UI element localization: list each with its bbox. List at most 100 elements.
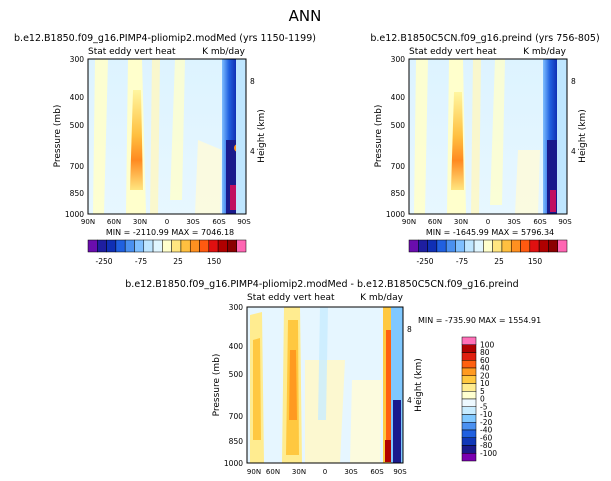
colorbar-swatch — [171, 239, 182, 253]
panel-3-plot — [246, 306, 404, 464]
panel-3-units: K mb/day — [360, 293, 404, 303]
panel-2-colorbar — [408, 239, 568, 253]
colorbar-swatch — [124, 239, 135, 253]
y-tick-label: 500 — [229, 370, 244, 379]
panel-2-units: K mb/day — [523, 47, 567, 57]
colorbar-label: -75 — [135, 257, 147, 266]
colorbar-swatch — [134, 239, 145, 253]
colorbar-label: 100 — [480, 340, 495, 349]
y-tick-label: 700 — [229, 412, 244, 421]
y-tick-label: 500 — [391, 121, 406, 130]
colorbar-swatch — [510, 239, 521, 253]
colorbar-swatch — [180, 239, 191, 253]
colorbar-swatch — [461, 352, 477, 361]
colorbar-swatch — [461, 398, 477, 407]
y-tick-label: 300 — [229, 303, 244, 312]
right-tick-label: 8 — [571, 77, 576, 86]
panel-2-y-axis: 300 400 500 700 850 1000 — [386, 55, 405, 219]
colorbar-swatch — [461, 375, 477, 384]
x-tick-label: 90S — [558, 218, 572, 226]
colorbar-label: -75 — [456, 257, 468, 266]
right-tick-label: 4 — [407, 396, 412, 405]
y-tick-label: 1000 — [224, 459, 243, 468]
y-tick-label: 400 — [229, 342, 244, 351]
y-tick-label: 400 — [70, 93, 85, 102]
colorbar-label: -250 — [416, 257, 433, 266]
colorbar-swatch — [461, 453, 477, 462]
colorbar-swatch — [106, 239, 117, 253]
colorbar-label: -5 — [480, 402, 488, 411]
x-tick-label: 60S — [533, 218, 547, 226]
colorbar-swatch — [461, 367, 477, 376]
panel-1-x-axis: 90N 60N 30N 0 30S 60S 90S — [81, 218, 251, 226]
colorbar-swatch — [455, 239, 466, 253]
x-tick-label: 90N — [402, 218, 416, 226]
panel-1-title: b.e12.B1850.f09_g16.PIMP4-pliomip2.modMe… — [14, 33, 316, 44]
panel-3-right-axis-label: Height (km) — [414, 358, 424, 412]
colorbar-swatch — [473, 239, 484, 253]
colorbar-label: -60 — [480, 433, 492, 442]
colorbar-swatch — [461, 414, 477, 423]
panel-3-x-axis: 90N 60N 30N 0 30S 60S 90S — [247, 468, 407, 476]
panel-3-title: b.e12.B1850.f09_g16.PIMP4-pliomip2.modMe… — [125, 279, 518, 290]
y-tick-label: 700 — [391, 162, 406, 171]
colorbar-label: 5 — [480, 387, 485, 396]
panel-3: b.e12.B1850.f09_g16.PIMP4-pliomip2.modMe… — [125, 279, 541, 476]
x-tick-label: 90S — [393, 468, 407, 476]
panel-1-colorbar-labels: -250 -75 25 150 — [95, 257, 221, 266]
right-tick-label: 4 — [571, 147, 576, 156]
colorbar-swatch — [461, 336, 477, 345]
colorbar-label: -80 — [480, 441, 492, 450]
panel-2: b.e12.B1850C5CN.f09_g16.preind (yrs 756-… — [370, 33, 599, 266]
panel-3-subtitle: Stat eddy vert heat — [247, 293, 335, 303]
colorbar-label: 25 — [173, 257, 183, 266]
x-tick-label: 60S — [370, 468, 384, 476]
colorbar-swatch — [501, 239, 512, 253]
colorbar-swatch — [236, 239, 247, 253]
colorbar-label: 0 — [480, 395, 485, 404]
right-tick-label: 8 — [407, 325, 412, 334]
panel-2-colorbar-labels: -250 -75 25 150 — [416, 257, 542, 266]
colorbar-label: 150 — [207, 257, 222, 266]
panel-3-right-axis: 8 4 — [407, 325, 412, 405]
panel-1-units: K mb/day — [202, 47, 246, 57]
panel-2-subtitle: Stat eddy vert heat — [409, 47, 497, 57]
x-tick-label: 0 — [165, 218, 169, 226]
y-tick-label: 1000 — [386, 210, 405, 219]
x-tick-label: 30S — [186, 218, 200, 226]
x-tick-label: 30N — [133, 218, 147, 226]
panel-1-subtitle: Stat eddy vert heat — [88, 47, 176, 57]
colorbar-swatch — [189, 239, 200, 253]
x-tick-label: 30S — [344, 468, 358, 476]
panel-1-colorbar — [87, 239, 247, 253]
colorbar-swatch — [217, 239, 228, 253]
colorbar-swatch — [461, 344, 477, 353]
y-tick-label: 700 — [70, 162, 85, 171]
panel-1: b.e12.B1850.f09_g16.PIMP4-pliomip2.modMe… — [14, 33, 316, 266]
x-tick-label: 90S — [237, 218, 251, 226]
colorbar-swatch — [461, 429, 477, 438]
colorbar-swatch — [520, 239, 531, 253]
x-tick-label: 60N — [266, 468, 280, 476]
x-tick-label: 60N — [428, 218, 442, 226]
page-title: ANN — [289, 7, 322, 25]
right-tick-label: 8 — [250, 77, 255, 86]
colorbar-label: 150 — [528, 257, 543, 266]
colorbar-swatch — [461, 360, 477, 369]
colorbar-swatch — [152, 239, 163, 253]
colorbar-swatch — [461, 391, 477, 400]
colorbar-swatch — [492, 239, 503, 253]
y-tick-label: 500 — [70, 121, 85, 130]
panel-3-ylabel: Pressure (mb) — [212, 354, 222, 417]
colorbar-swatch — [483, 239, 493, 253]
colorbar-swatch — [461, 422, 477, 431]
colorbar-label: -100 — [480, 449, 497, 458]
y-tick-label: 300 — [70, 55, 85, 64]
colorbar-swatch — [461, 406, 477, 415]
colorbar-swatch — [464, 239, 475, 253]
colorbar-label: -20 — [480, 418, 492, 427]
y-tick-label: 850 — [70, 189, 85, 198]
panel-2-right-axis-label: Height (km) — [578, 109, 588, 163]
x-tick-label: 30N — [292, 468, 306, 476]
